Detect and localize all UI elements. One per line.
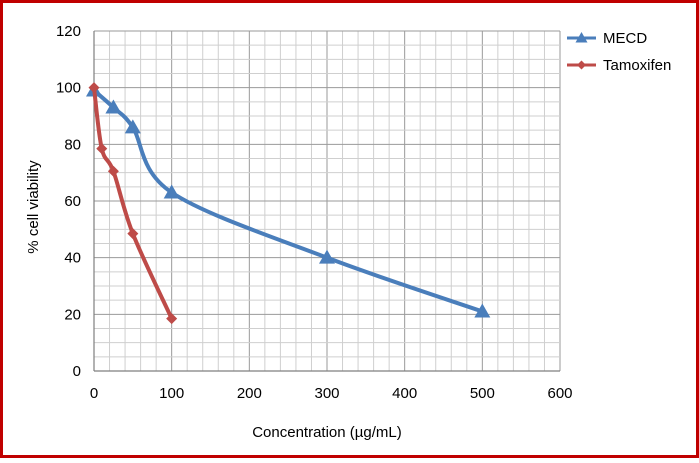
y-tick-label: 40 bbox=[64, 250, 81, 267]
x-tick-label: 600 bbox=[547, 385, 572, 402]
legend-item-tamoxifen: Tamoxifen bbox=[567, 57, 671, 74]
data-point-mecd bbox=[319, 249, 335, 264]
x-axis-title: Concentration (µg/mL) bbox=[252, 424, 402, 441]
data-point-tamoxifen bbox=[88, 82, 100, 94]
legend-label-tamoxifen: Tamoxifen bbox=[603, 57, 671, 74]
legend-item-mecd: MECD bbox=[567, 30, 647, 47]
data-point-mecd bbox=[163, 184, 180, 199]
legend-marker-tamoxifen bbox=[577, 60, 586, 70]
data-point-tamoxifen bbox=[166, 313, 178, 325]
legend: MECD Tamoxifen bbox=[567, 30, 671, 74]
y-tick-label: 20 bbox=[64, 306, 81, 323]
y-tick-label: 0 bbox=[73, 363, 81, 380]
x-tick-label: 300 bbox=[314, 385, 339, 402]
data-point-mecd bbox=[474, 303, 491, 318]
x-tick-labels: 0 100 200 300 400 500 600 bbox=[90, 385, 573, 402]
x-tick-label: 400 bbox=[392, 385, 417, 402]
y-tick-label: 60 bbox=[64, 193, 81, 210]
y-tick-label: 120 bbox=[56, 23, 81, 40]
legend-label-mecd: MECD bbox=[603, 30, 647, 47]
y-tick-label: 100 bbox=[56, 80, 81, 97]
data-point-tamoxifen bbox=[107, 165, 119, 177]
x-tick-label: 100 bbox=[159, 385, 184, 402]
data-point-mecd bbox=[105, 99, 122, 114]
y-tick-labels: 0 20 40 60 80 100 120 bbox=[56, 23, 81, 380]
legend-marker-mecd bbox=[575, 32, 588, 43]
data-point-tamoxifen bbox=[127, 228, 139, 240]
x-tick-label: 200 bbox=[237, 385, 262, 402]
x-tick-label: 500 bbox=[470, 385, 495, 402]
data-point-mecd bbox=[124, 119, 141, 134]
data-point-tamoxifen bbox=[96, 143, 108, 155]
series-layer bbox=[86, 82, 491, 325]
y-axis-title: % cell viability bbox=[25, 160, 42, 254]
y-tick-label: 80 bbox=[64, 136, 81, 153]
series-tamoxifen bbox=[88, 82, 178, 325]
x-tick-label: 0 bbox=[90, 385, 98, 402]
